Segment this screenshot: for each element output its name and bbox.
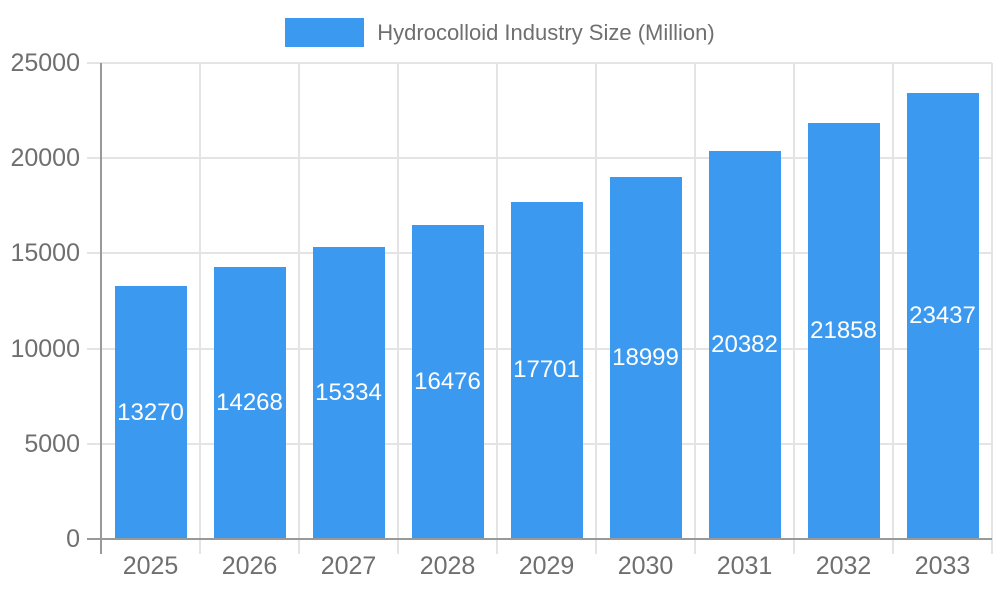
x-axis-tick-label: 2033 xyxy=(914,552,971,580)
h-gridline xyxy=(87,157,992,160)
bar-value-label: 18999 xyxy=(612,344,679,372)
v-gridline xyxy=(397,63,399,554)
bar[interactable]: 17701 xyxy=(510,201,583,539)
x-axis-tick-label: 2029 xyxy=(518,552,575,580)
bar-value-label: 15334 xyxy=(315,379,382,406)
bar[interactable]: 21858 xyxy=(807,122,880,539)
bar[interactable]: 18999 xyxy=(609,177,682,539)
x-axis-tick-label: 2032 xyxy=(815,552,872,580)
bar[interactable]: 16476 xyxy=(411,225,484,539)
x-axis-tick-label: 2028 xyxy=(419,552,476,580)
y-axis-tick-label: 0 xyxy=(66,525,80,553)
y-axis-tick-label: 5000 xyxy=(24,429,80,458)
bar-value-label: 20382 xyxy=(711,330,778,358)
bar[interactable]: 23437 xyxy=(906,92,979,539)
legend-label: Hydrocolloid Industry Size (Million) xyxy=(377,19,715,45)
y-axis-tick-label: 20000 xyxy=(10,144,80,173)
bar-value-label: 21858 xyxy=(810,316,877,344)
x-axis-tick-label: 2031 xyxy=(716,552,773,580)
y-axis-tick-label: 25000 xyxy=(10,49,80,77)
x-axis-tick-label: 2025 xyxy=(122,552,179,580)
v-gridline xyxy=(694,63,696,554)
v-gridline xyxy=(892,63,894,554)
bar-value-label: 16476 xyxy=(414,368,481,396)
x-axis-tick-label: 2030 xyxy=(617,552,674,580)
legend[interactable]: Hydrocolloid Industry Size (Million) xyxy=(0,18,1000,47)
x-axis-tick-label: 2026 xyxy=(221,552,278,580)
x-axis-line xyxy=(87,538,992,540)
bar-value-label: 14268 xyxy=(216,389,283,417)
legend-swatch xyxy=(285,18,365,47)
v-gridline xyxy=(496,63,498,554)
v-gridline xyxy=(793,63,795,554)
v-gridline xyxy=(199,63,201,554)
bar[interactable]: 20382 xyxy=(708,150,781,539)
v-gridline xyxy=(991,63,993,554)
bar-value-label: 23437 xyxy=(909,301,976,329)
v-gridline xyxy=(298,63,300,554)
y-axis-tick-label: 10000 xyxy=(10,334,80,363)
bar[interactable]: 13270 xyxy=(114,286,187,539)
bar-value-label: 13270 xyxy=(117,398,184,426)
h-gridline xyxy=(87,62,992,64)
y-axis-line xyxy=(100,63,102,554)
x-axis-tick-label: 2027 xyxy=(320,552,377,580)
bar[interactable]: 15334 xyxy=(312,247,385,539)
v-gridline xyxy=(595,63,597,554)
bar[interactable]: 14268 xyxy=(213,267,286,539)
bar-value-label: 17701 xyxy=(513,356,580,384)
y-axis-tick-label: 15000 xyxy=(10,239,80,268)
